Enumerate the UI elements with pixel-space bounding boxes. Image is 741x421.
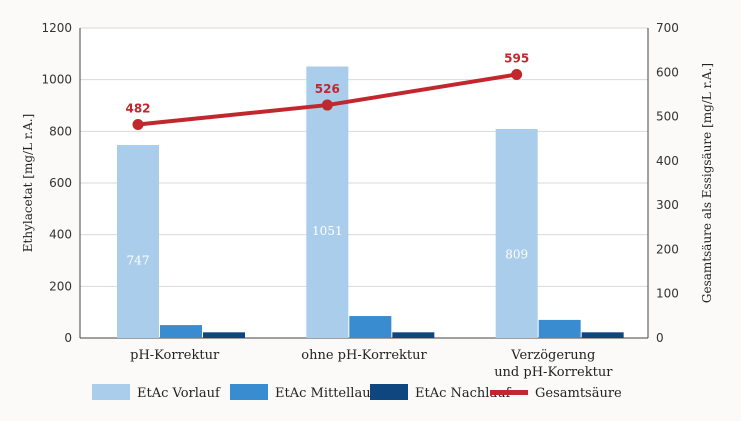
y-tick-label: 200 — [49, 279, 72, 293]
y2-axis-title: Gesamtsäure als Essigsäure [mg/L r.A.] — [700, 63, 714, 303]
y-tick-label: 400 — [49, 228, 72, 242]
legend-swatch — [370, 384, 408, 400]
bar-value-label: 747 — [127, 254, 150, 268]
y-tick-label: 1000 — [41, 73, 72, 87]
y-axis-title: Ethylacetat [mg/L r.A.] — [21, 114, 35, 252]
legend-label: EtAc Nachlauf — [415, 386, 512, 401]
point-value-label: 526 — [315, 82, 340, 96]
y-tick-label: 800 — [49, 124, 72, 138]
legend-swatch — [230, 384, 268, 400]
x-category-label: pH-Korrektur — [130, 348, 220, 363]
bar-etac-vorlauf — [117, 145, 159, 338]
legend-swatch — [92, 384, 130, 400]
point-value-label: 595 — [504, 52, 529, 66]
x-category-label: ohne pH-Korrektur — [301, 348, 427, 363]
y2-tick-label: 700 — [656, 21, 679, 35]
x-category-label: Verzögerung und pH-Korrektur — [494, 348, 613, 380]
bar-etac-vorlauf — [495, 129, 538, 338]
bar-etac-mittellauf — [349, 316, 392, 338]
y2-tick-label: 0 — [656, 331, 664, 345]
y2-tick-label: 500 — [656, 110, 679, 124]
point-gesamtsaeure — [321, 99, 333, 111]
x-category-label-line: ohne pH-Korrektur — [301, 348, 427, 363]
y2-tick-label: 100 — [656, 287, 679, 301]
bar-etac-nachlauf — [203, 332, 245, 338]
bar-value-label: 809 — [505, 248, 528, 262]
y2-tick-label: 300 — [656, 198, 679, 212]
bar-value-label: 1051 — [312, 224, 343, 238]
y2-tick-label: 400 — [656, 154, 679, 168]
legend-label: Gesamtsäure — [535, 386, 622, 401]
x-category-label-line: pH-Korrektur — [130, 348, 220, 363]
y-tick-label: 600 — [49, 176, 72, 190]
bar-etac-nachlauf — [392, 332, 435, 338]
bar-etac-mittellauf — [160, 325, 202, 338]
bar-etac-nachlauf — [581, 332, 624, 338]
point-gesamtsaeure — [511, 69, 523, 80]
bar-etac-vorlauf — [306, 66, 349, 338]
y-tick-label: 0 — [64, 331, 72, 345]
point-value-label: 482 — [125, 102, 150, 116]
x-category-label-line: Verzögerung — [510, 348, 595, 363]
legend-swatch-line — [490, 390, 528, 395]
y-tick-label: 1200 — [41, 21, 72, 35]
y2-tick-label: 600 — [656, 65, 679, 79]
legend-label: EtAc Mittellauf — [275, 386, 377, 401]
x-category-label-line: und pH-Korrektur — [494, 365, 613, 380]
y2-tick-label: 200 — [656, 242, 679, 256]
bar-etac-mittellauf — [538, 319, 581, 338]
legend-label: EtAc Vorlauf — [137, 386, 221, 401]
point-gesamtsaeure — [132, 119, 144, 131]
